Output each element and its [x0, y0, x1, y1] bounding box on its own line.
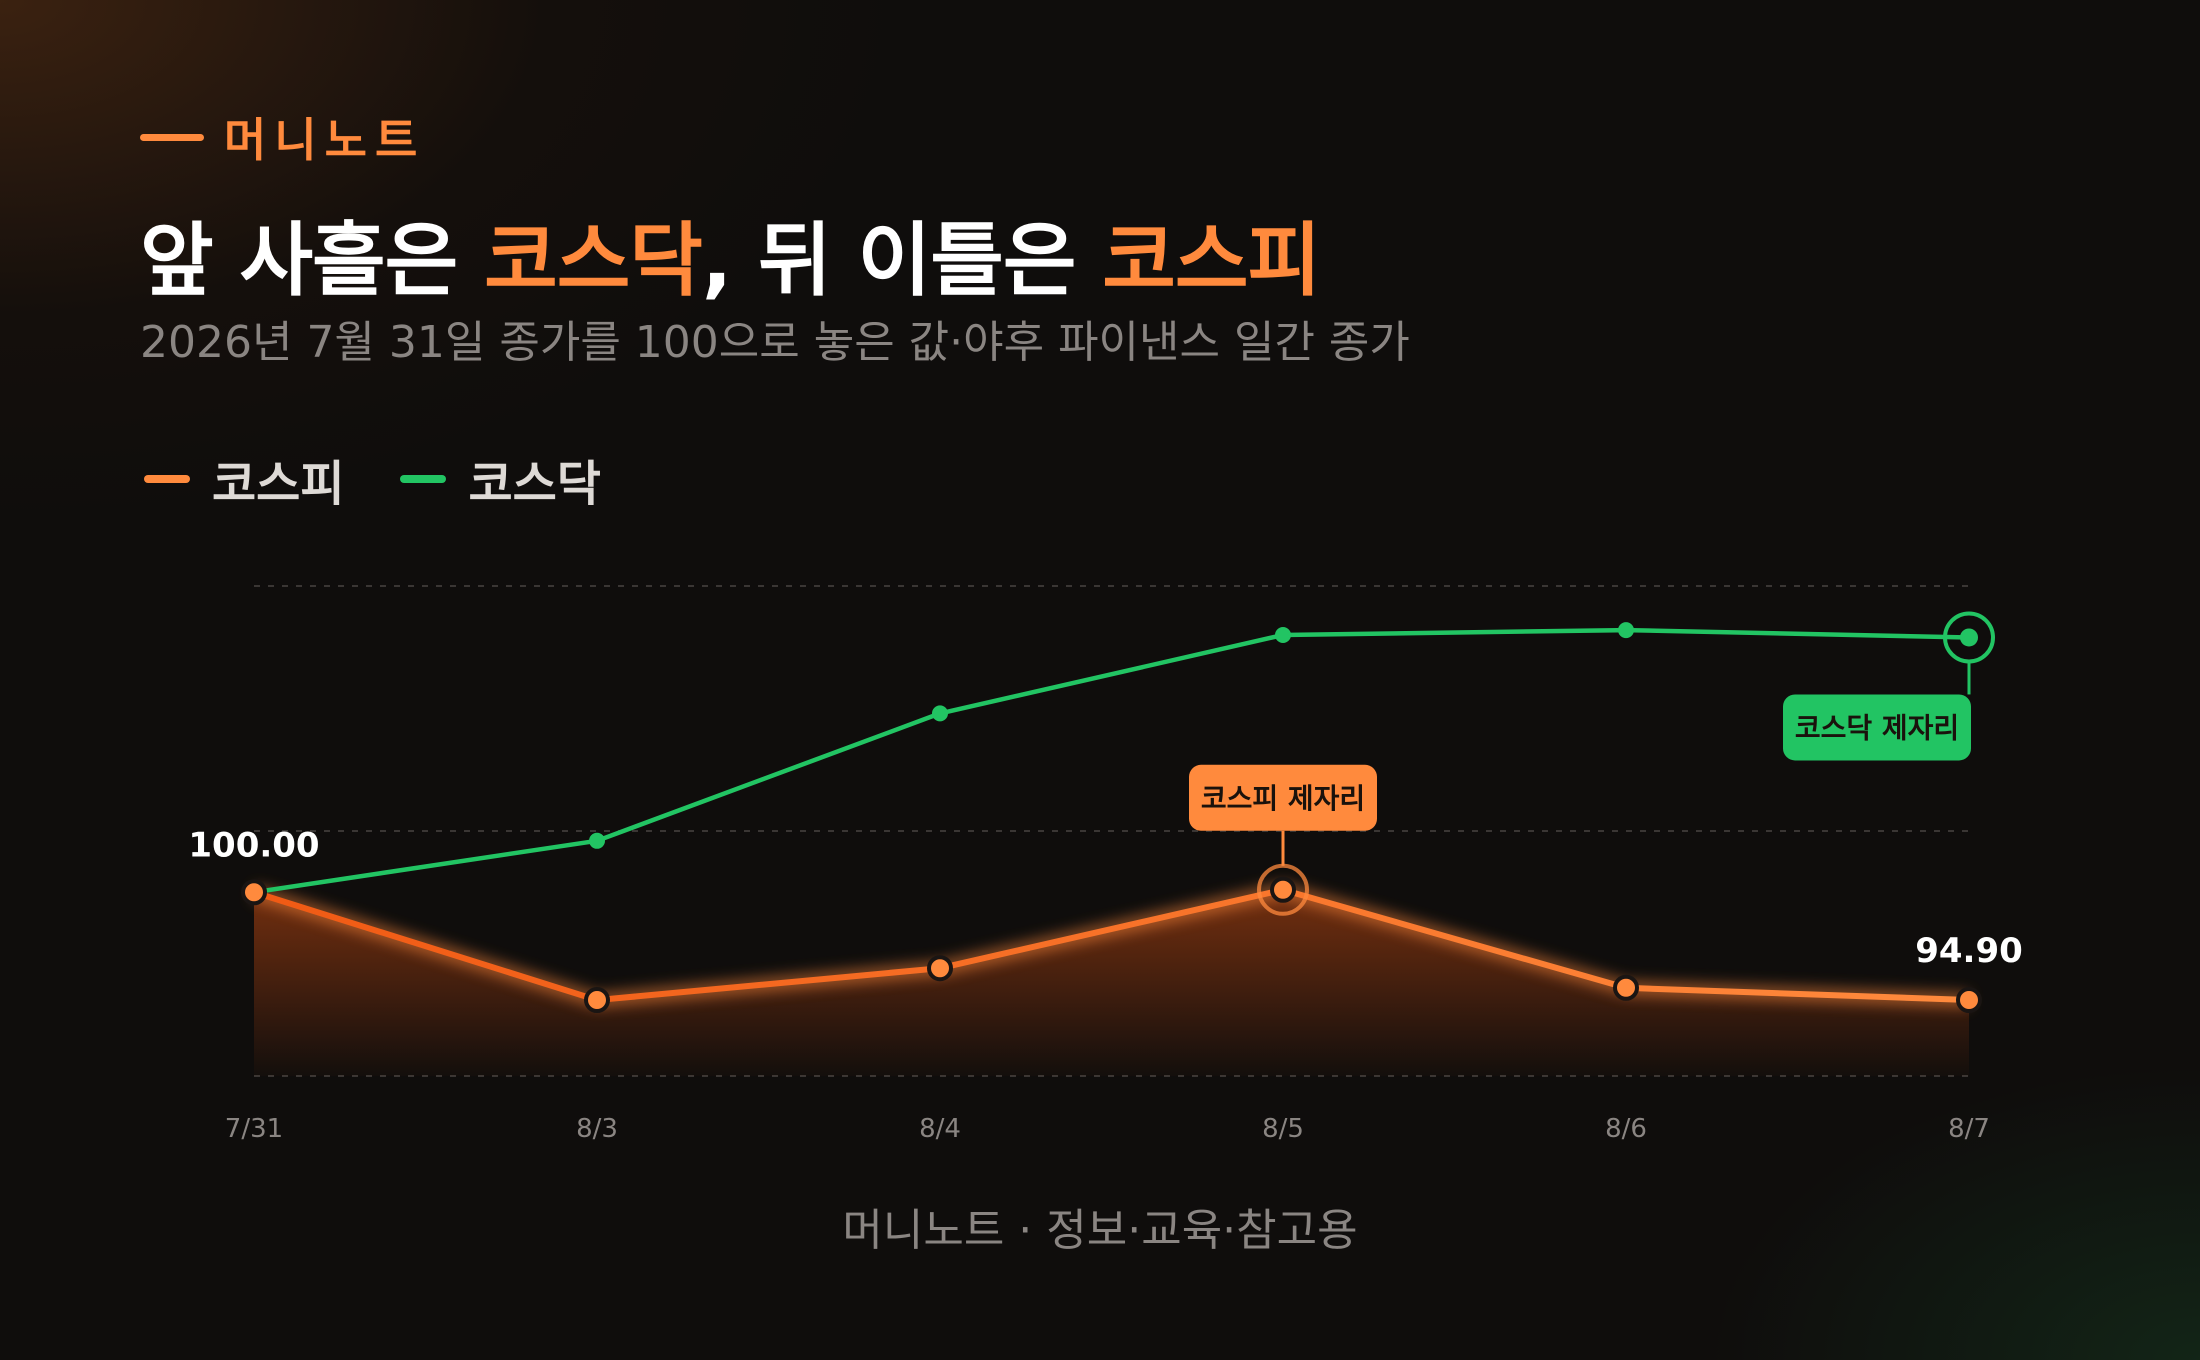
kosdaq-point — [1275, 627, 1291, 643]
kosdaq-point — [932, 705, 948, 722]
x-tick-label: 7/31 — [225, 1114, 283, 1144]
kospi-point — [584, 987, 610, 1014]
legend-swatch-kospi — [144, 475, 190, 483]
kospi-point — [927, 955, 953, 982]
highlight-point — [1960, 628, 1978, 647]
legend-item-kospi: 코스피 — [144, 444, 344, 514]
callout-label: 코스피 제자리 — [1201, 782, 1365, 815]
legend-item-kosdaq: 코스닥 — [400, 444, 601, 514]
title-part2: , 뒤 이틀은 — [701, 214, 1103, 307]
brand: 머니노트 — [140, 104, 425, 170]
kospi-point — [1270, 876, 1296, 903]
subtitle: 2026년 7월 31일 종가를 100으로 놓은 값·야후 파이낸스 일간 종… — [140, 317, 1410, 368]
x-tick-label: 8/5 — [1262, 1114, 1304, 1144]
title-highlight-kospi: 코스피 — [1102, 214, 1321, 307]
legend-label-kospi: 코스피 — [212, 456, 345, 512]
x-tick-label: 8/3 — [576, 1114, 618, 1144]
callout-label: 코스닥 제자리 — [1795, 711, 1959, 744]
value-label: 94.90 — [1915, 931, 2023, 971]
brand-name: 머니노트 — [224, 113, 426, 167]
kospi-point — [1956, 987, 1982, 1014]
x-tick-label: 8/4 — [919, 1114, 961, 1144]
footer-note: 머니노트 · 정보·교육·참고용 — [842, 1205, 1358, 1256]
kosdaq-point — [589, 832, 605, 849]
x-tick-label: 8/7 — [1948, 1114, 1990, 1144]
dash-mark-icon — [140, 133, 204, 141]
kospi-point — [1613, 974, 1639, 1001]
chart-legend: 코스피 코스닥 — [144, 444, 601, 514]
value-label: 100.00 — [188, 825, 319, 865]
callout-box — [1783, 694, 1971, 761]
page-title: 앞 사흘은 코스닥, 뒤 이틀은 코스피 — [140, 196, 1321, 312]
kospi-line — [251, 886, 1972, 1004]
x-tick-label: 8/6 — [1605, 1114, 1647, 1144]
kospi-point — [241, 879, 267, 906]
title-part1: 앞 사흘은 — [140, 214, 485, 307]
kosdaq-line — [253, 627, 1970, 895]
kospi-area — [254, 889, 1969, 1076]
legend-label-kosdaq: 코스닥 — [468, 456, 601, 512]
legend-swatch-kosdaq — [400, 475, 447, 483]
callout-box — [1189, 764, 1377, 831]
title-highlight-kosdaq: 코스닥 — [484, 214, 703, 307]
kosdaq-point — [1618, 622, 1634, 639]
